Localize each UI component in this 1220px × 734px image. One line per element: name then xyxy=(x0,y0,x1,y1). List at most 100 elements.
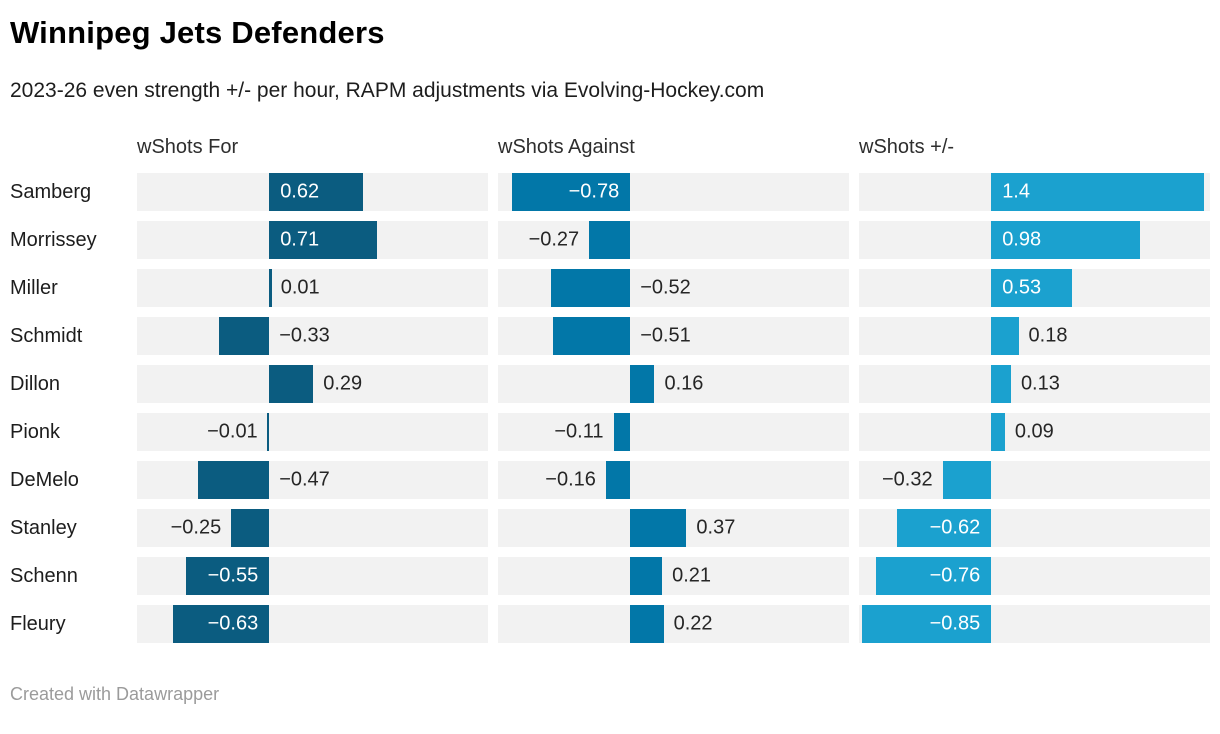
bar-miller xyxy=(991,269,1072,308)
bar-samberg xyxy=(269,173,364,212)
bar-track: −0.62 xyxy=(859,509,1210,548)
bar-value-label: −0.55 xyxy=(207,564,259,587)
bar-miller xyxy=(269,269,272,308)
bar-track: 0.21 xyxy=(498,557,849,596)
bar-schmidt xyxy=(219,317,270,356)
bar-value-label: −0.76 xyxy=(929,564,981,587)
bar-track: 1.4 xyxy=(859,173,1210,212)
bar-miller xyxy=(551,269,631,308)
bar-track: 0.09 xyxy=(859,413,1210,452)
bar-track: 0.37 xyxy=(498,509,849,548)
bar-value-label: −0.52 xyxy=(640,276,691,299)
bar-demelo xyxy=(605,461,631,500)
bar-track: −0.27 xyxy=(498,221,849,260)
player-row: Stanley −0.25 0.37 −0.62 xyxy=(10,509,1210,548)
bar-track: 0.98 xyxy=(859,221,1210,260)
bar-schmidt xyxy=(552,317,631,356)
bar-dillon xyxy=(269,365,314,404)
bar-value-label: −0.25 xyxy=(170,516,222,539)
bar-value-label: 0.09 xyxy=(1014,420,1054,443)
bar-pionk xyxy=(991,413,1005,452)
player-row: Morrissey 0.71 −0.27 0.98 xyxy=(10,221,1210,260)
bar-value-label: −0.63 xyxy=(207,612,259,635)
bar-track: 0.18 xyxy=(859,317,1210,356)
bar-dillon xyxy=(630,365,655,404)
bar-track: −0.51 xyxy=(498,317,849,356)
bar-demelo xyxy=(942,461,992,500)
chart-container: Winnipeg Jets Defenders 2023-26 even str… xyxy=(0,14,1220,705)
bar-stanley xyxy=(630,509,687,548)
bar-track: 0.62 xyxy=(137,173,488,212)
player-name-label: Miller xyxy=(10,277,58,300)
player-name-label: Samberg xyxy=(10,181,92,204)
bar-track: −0.76 xyxy=(859,557,1210,596)
bar-value-label: −0.27 xyxy=(528,228,580,251)
datawrapper-credit-link[interactable]: Created with Datawrapper xyxy=(10,684,220,705)
bar-schenn xyxy=(185,557,270,596)
player-row: Dillon 0.29 0.16 0.13 xyxy=(10,365,1210,404)
bar-track: 0.71 xyxy=(137,221,488,260)
bar-track: −0.25 xyxy=(137,509,488,548)
footer: Created with Datawrapper xyxy=(10,684,1210,705)
player-row: Schmidt −0.33 −0.51 0.18 xyxy=(10,317,1210,356)
bar-fleury xyxy=(173,605,270,644)
bar-track: −0.01 xyxy=(137,413,488,452)
bar-value-label: 0.13 xyxy=(1020,372,1060,395)
bar-value-label: −0.78 xyxy=(568,180,620,203)
bar-value-label: 0.71 xyxy=(280,228,320,251)
player-name-label: Schenn xyxy=(10,565,78,588)
bar-dillon xyxy=(991,365,1011,404)
bar-value-label: 0.21 xyxy=(672,564,712,587)
bar-morrissey xyxy=(269,221,378,260)
bar-demelo xyxy=(197,461,270,500)
bar-track: 0.13 xyxy=(859,365,1210,404)
bar-samberg xyxy=(511,173,631,212)
bar-value-label: −0.62 xyxy=(929,516,981,539)
player-row: Miller 0.01 −0.52 0.53 xyxy=(10,269,1210,308)
bar-stanley xyxy=(231,509,270,548)
bar-value-label: 0.22 xyxy=(673,612,713,635)
bar-value-label: 0.18 xyxy=(1028,324,1068,347)
bar-value-label: 0.01 xyxy=(280,276,320,299)
bar-pionk xyxy=(613,413,631,452)
chart-rows: Samberg 0.62 −0.78 1.4 Morrissey 0.71 −0.27 0.9… xyxy=(10,173,1210,644)
bar-track: −0.16 xyxy=(498,461,849,500)
bar-value-label: −0.51 xyxy=(640,324,691,347)
bar-track: 0.29 xyxy=(137,365,488,404)
bar-value-label: 1.4 xyxy=(1002,180,1030,203)
bar-track: −0.78 xyxy=(498,173,849,212)
column-header-wshots-for: wShots For xyxy=(137,136,239,159)
bar-track: −0.47 xyxy=(137,461,488,500)
player-row: DeMelo −0.47 −0.16 −0.32 xyxy=(10,461,1210,500)
bar-track: −0.63 xyxy=(137,605,488,644)
bar-pionk xyxy=(266,413,270,452)
bar-value-label: 0.29 xyxy=(323,372,363,395)
chart-subtitle: 2023-26 even strength +/- per hour, RAPM… xyxy=(10,79,765,103)
bar-track: −0.32 xyxy=(859,461,1210,500)
player-name-label: Schmidt xyxy=(10,325,83,348)
bar-value-label: 0.16 xyxy=(664,372,704,395)
bar-value-label: −0.11 xyxy=(554,420,604,443)
bar-value-label: −0.16 xyxy=(545,468,596,491)
bar-value-label: 0.53 xyxy=(1002,276,1042,299)
bar-track: −0.33 xyxy=(137,317,488,356)
player-name-label: DeMelo xyxy=(10,469,79,492)
bar-morrissey xyxy=(589,221,631,260)
bar-track: −0.11 xyxy=(498,413,849,452)
bar-track: 0.53 xyxy=(859,269,1210,308)
bar-track: 0.01 xyxy=(137,269,488,308)
bar-track: −0.85 xyxy=(859,605,1210,644)
player-row: Schenn −0.55 0.21 −0.76 xyxy=(10,557,1210,596)
chart-title: Winnipeg Jets Defenders xyxy=(10,15,385,50)
bar-track: −0.52 xyxy=(498,269,849,308)
bar-value-label: −0.47 xyxy=(279,468,330,491)
bar-value-label: 0.98 xyxy=(1002,228,1042,251)
bar-track: −0.55 xyxy=(137,557,488,596)
bar-schmidt xyxy=(991,317,1019,356)
bar-value-label: 0.62 xyxy=(280,180,320,203)
bar-schenn xyxy=(875,557,992,596)
bar-fleury xyxy=(862,605,992,644)
player-name-label: Morrissey xyxy=(10,229,97,252)
bar-fleury xyxy=(630,605,664,644)
bar-track: 0.22 xyxy=(498,605,849,644)
